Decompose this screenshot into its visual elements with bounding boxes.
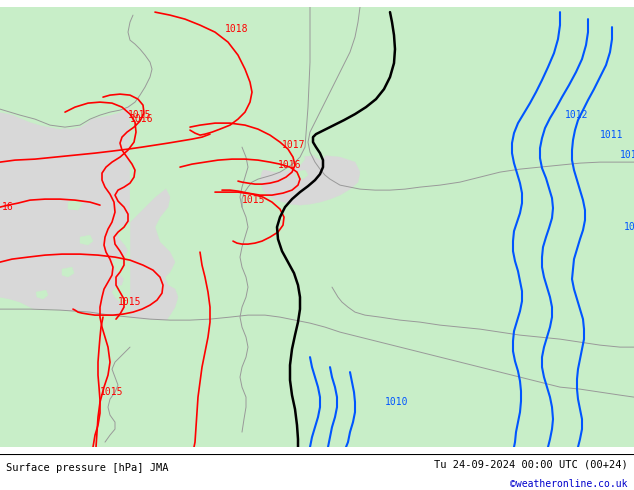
Text: ©weatheronline.co.uk: ©weatheronline.co.uk xyxy=(510,479,628,489)
Polygon shape xyxy=(95,7,310,447)
Polygon shape xyxy=(233,183,242,192)
Polygon shape xyxy=(220,167,230,176)
Polygon shape xyxy=(0,7,98,129)
Polygon shape xyxy=(260,155,360,205)
Text: 1010: 1010 xyxy=(385,397,408,407)
Text: 100: 100 xyxy=(624,222,634,232)
Text: 16: 16 xyxy=(2,202,14,212)
Text: 1015: 1015 xyxy=(242,195,266,205)
Text: 1018: 1018 xyxy=(225,24,249,34)
Polygon shape xyxy=(68,199,82,210)
Polygon shape xyxy=(338,145,348,154)
Text: 1015: 1015 xyxy=(128,110,152,120)
Polygon shape xyxy=(220,127,268,447)
Polygon shape xyxy=(0,309,634,447)
Polygon shape xyxy=(0,7,180,127)
Polygon shape xyxy=(295,170,308,179)
Polygon shape xyxy=(80,235,93,245)
Polygon shape xyxy=(175,150,185,159)
Polygon shape xyxy=(0,92,178,340)
Text: 1015: 1015 xyxy=(100,387,124,397)
Text: 1016: 1016 xyxy=(130,114,153,124)
Text: Tu 24-09-2024 00:00 UTC (00+24): Tu 24-09-2024 00:00 UTC (00+24) xyxy=(434,459,628,469)
Polygon shape xyxy=(300,347,634,447)
Text: 1015: 1015 xyxy=(118,297,141,307)
Polygon shape xyxy=(62,267,74,277)
Text: Surface pressure [hPa] JMA: Surface pressure [hPa] JMA xyxy=(6,463,169,473)
Polygon shape xyxy=(0,7,100,129)
Polygon shape xyxy=(88,332,180,355)
Polygon shape xyxy=(256,199,278,215)
Text: 1012: 1012 xyxy=(565,110,588,120)
Text: 1010: 1010 xyxy=(620,150,634,160)
Text: 1017: 1017 xyxy=(282,140,306,150)
Polygon shape xyxy=(254,145,305,172)
Text: 1011: 1011 xyxy=(600,130,623,140)
Polygon shape xyxy=(310,7,634,192)
Polygon shape xyxy=(192,177,202,187)
Polygon shape xyxy=(315,149,326,160)
Polygon shape xyxy=(36,290,48,299)
Text: 1016: 1016 xyxy=(278,160,302,170)
Polygon shape xyxy=(138,162,150,173)
